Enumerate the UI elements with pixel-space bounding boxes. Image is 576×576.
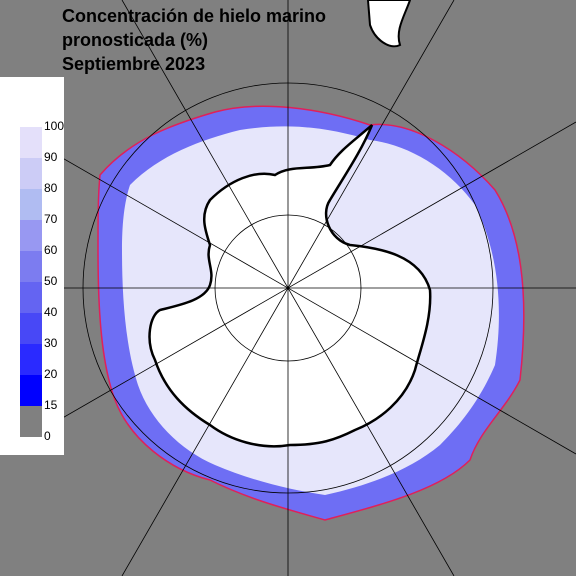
legend-swatch <box>20 220 42 251</box>
legend-tick-label: 70 <box>44 212 58 226</box>
legend-swatch <box>20 406 42 437</box>
antarctica <box>148 124 432 448</box>
title-line: pronosticada (%) <box>62 30 208 50</box>
legend-swatch <box>20 313 42 344</box>
title-line: Septiembre 2023 <box>62 54 205 74</box>
title-line: Concentración de hielo marino <box>62 6 326 26</box>
legend-swatch <box>20 189 42 220</box>
legend-swatch <box>20 251 42 282</box>
legend-swatch <box>20 127 42 158</box>
legend-tick-label: 0 <box>44 429 51 443</box>
legend-tick-label: 40 <box>44 305 58 319</box>
legend-tick-label: 30 <box>44 336 58 350</box>
legend-tick-label: 100 <box>44 119 64 133</box>
legend-tick-label: 90 <box>44 150 58 164</box>
title: Concentración de hielo marino pronostica… <box>62 6 326 74</box>
legend-swatch <box>20 344 42 375</box>
legend-tick-label: 15 <box>44 398 58 412</box>
legend-tick-label: 80 <box>44 181 58 195</box>
legend-tick-label: 60 <box>44 243 58 257</box>
south-america <box>366 0 412 48</box>
legend-swatch <box>20 96 42 127</box>
legend-swatch <box>20 282 42 313</box>
legend-tick-label: 20 <box>44 367 58 381</box>
legend-tick-label: 50 <box>44 274 58 288</box>
legend-swatch <box>20 375 42 406</box>
legend: 0 15 20 30 40 50 60 70 80 90 100 <box>20 96 64 443</box>
legend-swatch <box>20 158 42 189</box>
